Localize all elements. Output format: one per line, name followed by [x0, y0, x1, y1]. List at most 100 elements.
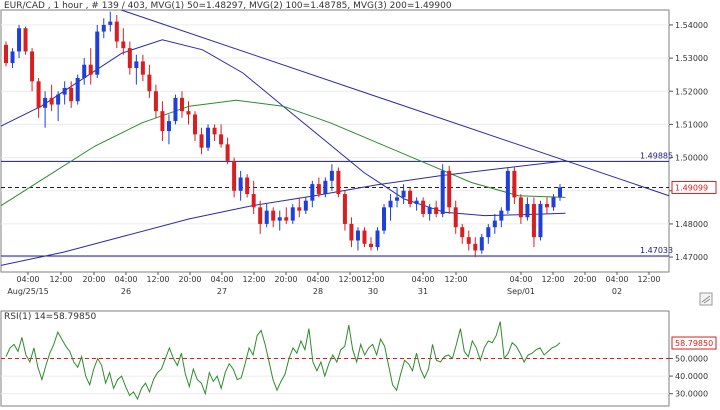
candle-body — [206, 127, 211, 148]
candle-body — [232, 160, 237, 191]
rsi-value: 58.79850 — [675, 339, 713, 348]
candle-body — [316, 184, 321, 195]
candle — [95, 24, 100, 78]
candle — [232, 157, 237, 198]
candle — [310, 180, 315, 208]
candle — [212, 124, 217, 141]
candle — [245, 174, 250, 198]
candle — [421, 197, 426, 218]
time-tick-label: 12:00 — [361, 275, 384, 284]
price-grid — [1, 24, 669, 258]
time-tick-label: 04:00 — [306, 275, 329, 284]
candle — [303, 197, 308, 214]
candle — [4, 41, 8, 67]
price-tick-label: 1.51000 — [675, 120, 708, 129]
candle-body — [17, 28, 22, 52]
candle — [453, 200, 458, 234]
candle — [551, 194, 556, 211]
candle — [88, 48, 93, 85]
candle-body — [408, 190, 413, 205]
price-y-axis: 1.54000 1.53000 1.52000 1.51000 1.50000 1.490… — [669, 21, 717, 262]
candle-body — [134, 61, 139, 69]
candle — [544, 197, 549, 214]
rsi-tick-label: 40.0000 — [675, 372, 708, 381]
candle-body — [447, 170, 452, 208]
candle-body — [421, 200, 426, 214]
candle-body — [460, 227, 465, 238]
panel-resize-handle[interactable] — [699, 292, 713, 306]
candle-body — [245, 177, 250, 195]
candle-body — [147, 74, 152, 92]
candle — [10, 48, 15, 69]
candle-body — [101, 24, 106, 32]
candle — [538, 200, 543, 241]
candle-body — [518, 197, 523, 218]
candle-body — [323, 180, 328, 195]
candlesticks — [4, 11, 562, 258]
candle — [479, 233, 484, 254]
candle — [323, 177, 328, 198]
candle-body — [382, 207, 387, 231]
candle — [69, 81, 74, 108]
candle — [271, 207, 276, 228]
candle — [460, 223, 465, 244]
candle — [114, 14, 119, 49]
candle-body — [512, 170, 517, 198]
candle — [36, 77, 41, 118]
candle — [153, 84, 158, 118]
candle-body — [186, 111, 191, 115]
candle-body — [473, 243, 478, 251]
candle — [173, 94, 178, 125]
candle — [336, 167, 341, 198]
candle — [558, 184, 562, 201]
candle-body — [251, 194, 256, 208]
candle-body — [375, 230, 380, 248]
candle-body — [362, 230, 367, 244]
candle-body — [82, 64, 87, 78]
candle-body — [329, 170, 334, 181]
candle — [43, 91, 48, 128]
candle — [284, 207, 289, 224]
candle — [434, 200, 439, 218]
candle-body — [238, 177, 243, 191]
candle — [127, 41, 132, 75]
time-tick-label: 12:00 — [338, 275, 361, 284]
candle — [375, 227, 380, 251]
time-tick-label: 20:00 — [573, 275, 596, 284]
time-tick-label: 12:00 — [541, 275, 564, 284]
time-tick-label: 20:00 — [82, 275, 105, 284]
day-tick-label: 02 — [612, 287, 622, 296]
candle-body — [75, 77, 80, 102]
candle-body — [388, 200, 393, 208]
candle-body — [166, 121, 171, 132]
candle — [160, 101, 165, 141]
candle — [531, 197, 536, 248]
candle — [512, 167, 517, 205]
time-tick-label: 20:00 — [274, 275, 297, 284]
candle — [290, 204, 295, 224]
time-tick-label: 12:00 — [49, 275, 72, 284]
price-tick-label: 1.53000 — [675, 54, 708, 63]
candle — [134, 54, 139, 85]
candle — [199, 127, 204, 155]
day-tick-label: Sep/01 — [507, 287, 535, 296]
chart-header: EUR/CAD , 1 hour , # 139 / 403, MVG(1) 5… — [4, 1, 452, 11]
price-tick-label: 1.50000 — [675, 154, 708, 163]
candle — [368, 237, 373, 251]
candle-body — [264, 210, 269, 224]
candle-body — [531, 204, 536, 238]
candle — [440, 164, 445, 218]
candle — [518, 194, 523, 224]
candle — [62, 81, 67, 105]
current-price-tag — [671, 180, 717, 194]
candle — [499, 207, 504, 228]
candle — [525, 197, 530, 221]
candle — [349, 217, 354, 248]
candle — [297, 197, 302, 218]
candle — [258, 200, 263, 234]
candle-body — [30, 51, 35, 82]
candle — [49, 84, 54, 112]
candle-body — [551, 197, 556, 208]
candle-body — [212, 127, 217, 135]
